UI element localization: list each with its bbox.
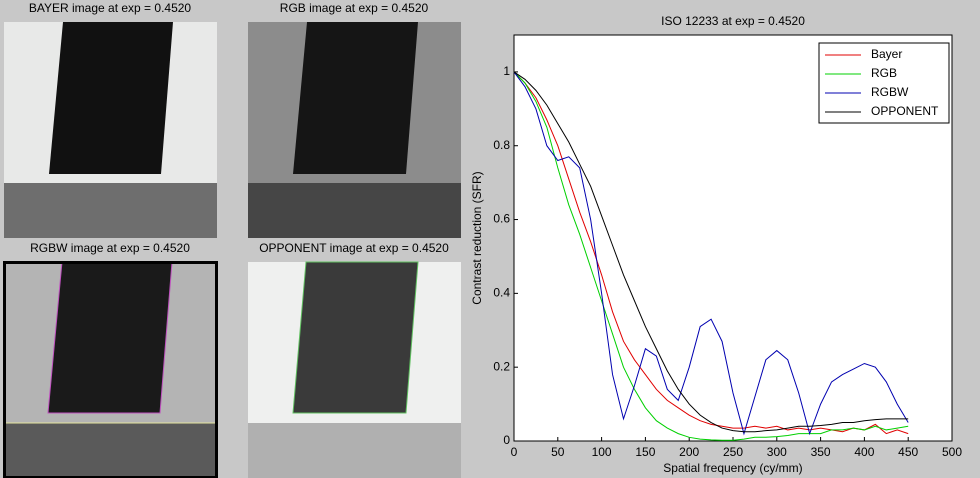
y-tick-label: 0.8 xyxy=(493,138,510,152)
opponent-image xyxy=(248,261,461,478)
x-tick-label: 300 xyxy=(767,445,787,459)
legend-box xyxy=(818,42,950,124)
panel-title: OPPONENT image at exp = 0.4520 xyxy=(259,241,449,255)
x-tick-label: 400 xyxy=(854,445,874,459)
bayer-image xyxy=(4,22,217,238)
y-tick-label: 0.6 xyxy=(493,212,510,226)
chart-title: ISO 12233 at exp = 0.4520 xyxy=(661,14,805,28)
legend-label: Bayer xyxy=(871,47,902,61)
legend-label: RGBW xyxy=(871,85,909,99)
rgbw-image xyxy=(3,261,218,478)
x-axis-label: Spatial frequency (cy/mm) xyxy=(663,461,802,475)
y-tick-label: 0.4 xyxy=(493,286,510,300)
legend-label: OPPONENT xyxy=(871,104,939,118)
series-line xyxy=(513,71,909,433)
series-line xyxy=(513,71,909,435)
x-tick-label: 150 xyxy=(635,445,655,459)
x-tick-label: 450 xyxy=(898,445,918,459)
x-tick-label: 500 xyxy=(942,445,962,459)
panel-title: BAYER image at exp = 0.4520 xyxy=(29,1,192,15)
series-line xyxy=(513,71,909,436)
y-axis-label: Contrast reduction (SFR) xyxy=(470,171,484,304)
x-tick-label: 0 xyxy=(511,445,518,459)
panel-title: RGB image at exp = 0.4520 xyxy=(280,1,429,15)
y-tick-label: 0.2 xyxy=(493,359,510,373)
series-line xyxy=(513,71,909,441)
x-tick-label: 350 xyxy=(811,445,831,459)
rgb-image xyxy=(248,22,461,238)
x-tick-label: 50 xyxy=(551,445,565,459)
plot: 0 50 100 150 200 250 300 350 400 450 500 0 0.2 0.4 0.6… xyxy=(493,42,962,459)
x-tick-label: 250 xyxy=(723,445,743,459)
y-tick-label: 1 xyxy=(503,64,510,78)
x-tick-label: 200 xyxy=(679,445,699,459)
panel-title: RGBW image at exp = 0.4520 xyxy=(30,241,190,255)
y-tick-label: 0 xyxy=(503,433,510,447)
legend-label: RGB xyxy=(871,66,897,80)
x-tick-label: 100 xyxy=(592,445,612,459)
